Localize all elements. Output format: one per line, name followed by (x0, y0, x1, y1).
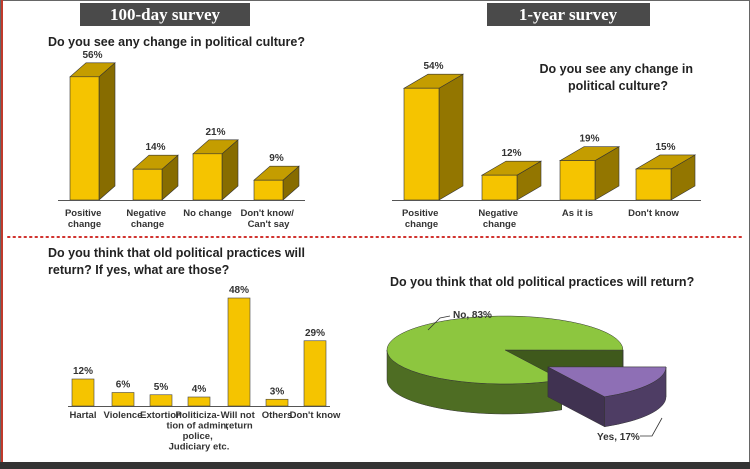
slice-top (386, 315, 624, 385)
bar (71, 378, 95, 407)
bottom-band (0, 462, 750, 469)
chart-title: Do you see any change in political cultu… (48, 35, 305, 49)
pie-slice (547, 366, 667, 428)
header-box (487, 3, 650, 26)
value-label: 4% (192, 384, 207, 395)
category-label: Hartal (70, 410, 97, 421)
bar (265, 398, 289, 407)
category-label: Will not return (221, 410, 258, 432)
bar-front (69, 76, 100, 201)
value-label: 54% (423, 61, 443, 72)
value-label: 6% (116, 380, 131, 391)
slice-label: Yes, 17% (597, 432, 640, 443)
value-label: 5% (154, 382, 169, 393)
value-label: 15% (655, 142, 675, 153)
slice-label: No, 83% (453, 310, 492, 321)
bar (192, 139, 239, 201)
value-label: 19% (579, 134, 599, 145)
header: 1-year survey (519, 5, 618, 24)
bar (69, 62, 116, 201)
category-label: Others (262, 410, 293, 421)
bar (634, 154, 697, 201)
leader-line (640, 417, 663, 437)
bar (402, 73, 465, 201)
chart-title: Do you think that old political practice… (48, 246, 308, 277)
bar-front (192, 153, 223, 201)
bar-front (253, 179, 284, 201)
category-label: As it is (562, 208, 593, 219)
bar (187, 396, 211, 407)
value-label: 9% (269, 153, 284, 164)
bar-front (559, 160, 596, 201)
bar-side (98, 62, 116, 201)
pie-slice (386, 315, 624, 415)
category-label: Politiciza- tion of admin, police, Judic… (167, 410, 232, 453)
bar (480, 160, 543, 201)
bar-front (403, 87, 440, 201)
value-label: 56% (82, 50, 102, 61)
value-label: 14% (145, 142, 165, 153)
category-label: Negative change (126, 208, 168, 230)
slice-top (547, 366, 667, 398)
category-label: Don't know (628, 208, 679, 219)
bar-side (438, 73, 464, 201)
bar (558, 146, 621, 201)
value-label: 12% (73, 366, 93, 377)
value-label: 3% (270, 386, 285, 397)
bar-front (635, 168, 672, 201)
bar-front (132, 168, 163, 201)
bar (303, 340, 327, 407)
bar-front (481, 174, 518, 201)
chart-title: Do you see any change in political cultu… (540, 62, 697, 93)
value-label: 12% (501, 148, 521, 159)
value-label: 21% (205, 127, 225, 138)
category-label: Extortion (140, 410, 182, 421)
category-label: Don't know/ Can't say (240, 208, 296, 230)
category-label: No change (183, 208, 232, 219)
category-label: Violence (104, 410, 143, 421)
value-label: 48% (229, 285, 249, 296)
leader-line (427, 315, 451, 331)
chart-title: Do you think that old political practice… (390, 275, 694, 289)
category-label: Negative change (478, 208, 520, 230)
bar (253, 165, 300, 201)
category-label: Don't know (290, 410, 341, 421)
bar (227, 297, 251, 407)
value-label: 29% (305, 328, 325, 339)
category-label: Positive change (402, 208, 441, 230)
category-label: Positive change (65, 208, 104, 230)
bar (149, 394, 173, 407)
bar (111, 392, 135, 407)
header: 100-day survey (110, 5, 221, 24)
bar (132, 154, 179, 201)
header-box (80, 3, 250, 26)
